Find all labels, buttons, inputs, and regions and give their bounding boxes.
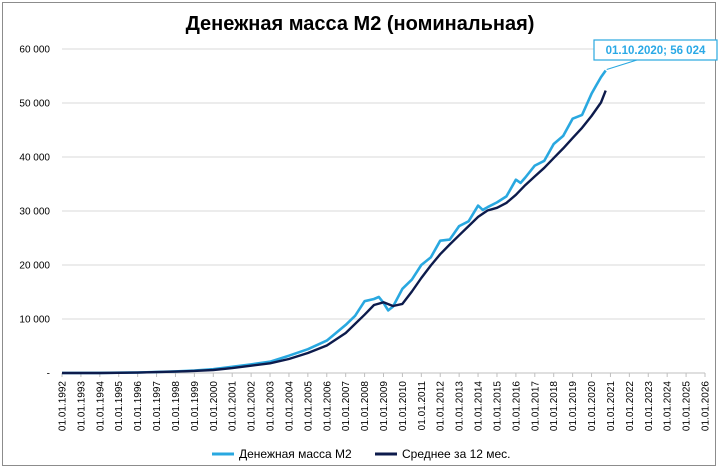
x-tick-label: 01.01.2024 [663, 381, 674, 431]
x-tick-label: 01.01.2011 [417, 381, 428, 431]
chart-title: Денежная масса М2 (номинальная) [186, 13, 535, 35]
x-tick-label: 01.01.2022 [625, 381, 636, 431]
x-tick-label: 01.01.2010 [398, 381, 409, 431]
series-line-1 [61, 69, 607, 375]
x-tick-label: 01.01.2001 [228, 381, 239, 431]
x-tick-label: 01.01.2007 [341, 381, 352, 431]
x-tick-label: 01.01.2004 [284, 381, 295, 431]
legend-label: Среднее за 12 мес. [402, 447, 511, 461]
x-tick-label: 01.01.2017 [530, 381, 541, 431]
x-tick-label: 01.01.2020 [587, 381, 598, 431]
y-tick-label: 20 000 [19, 261, 50, 272]
y-tick-label: 10 000 [19, 315, 50, 326]
x-tick-label: 01.01.1993 [76, 381, 87, 431]
x-tick-label: 01.01.2006 [322, 381, 333, 431]
x-tick-label: 01.01.2003 [266, 381, 277, 431]
x-axis-ticks: 01.01.1992 01.01.1993 01.01.1994 01.01.1995… [58, 372, 712, 431]
x-tick-label: 01.01.2019 [568, 381, 579, 431]
series-lines [61, 69, 607, 375]
y-axis-ticks: - 10 000 20 000 30 000 40 000 50 000 60 000 [19, 45, 50, 380]
callout-label: 01.10.2020; 56 024 [606, 45, 706, 57]
x-tick-label: 01.01.1999 [190, 381, 201, 431]
x-tick-label: 01.01.1997 [152, 381, 163, 431]
y-tick-label: - [47, 369, 50, 380]
x-tick-label: 01.01.2023 [644, 381, 655, 431]
callout-box [593, 39, 718, 61]
x-tick-label: 01.01.2016 [511, 381, 522, 431]
x-tick-label: 01.01.2026 [701, 381, 712, 431]
x-tick-label: 01.01.2013 [455, 381, 466, 431]
x-tick-label: 01.01.1998 [171, 381, 182, 431]
x-tick-label: 01.01.1995 [114, 381, 125, 431]
x-tick-label: 01.01.2009 [379, 381, 390, 431]
series-line-2 [62, 90, 607, 375]
x-tick-label: 01.01.2014 [474, 381, 485, 431]
legend-label: Денежная масса М2 [239, 447, 352, 461]
chart-frame [2, 2, 716, 466]
x-tick-label: 01.01.2012 [436, 381, 447, 431]
x-tick-label: 01.01.1994 [95, 381, 106, 431]
callout-leader [606, 59, 638, 70]
x-tick-label: 01.01.2000 [209, 381, 220, 431]
y-tick-label: 60 000 [19, 45, 50, 56]
x-tick-label: 01.01.2008 [360, 381, 371, 431]
data-callout: 01.10.2020; 56 024 [593, 39, 718, 70]
x-tick-label: 01.01.2015 [492, 381, 503, 431]
x-tick-label: 01.01.1996 [133, 381, 144, 431]
x-tick-label: 01.01.2018 [549, 381, 560, 431]
x-tick-label: 01.01.2005 [303, 381, 314, 431]
legend: Денежная масса М2 Среднее за 12 мес. [212, 447, 511, 461]
x-tick-label: 01.01.2002 [247, 381, 258, 431]
y-tick-label: 40 000 [19, 153, 50, 164]
x-tick-label: 01.01.1992 [58, 381, 69, 431]
y-tick-label: 30 000 [19, 207, 50, 218]
y-tick-label: 50 000 [19, 99, 50, 110]
gridlines [62, 48, 705, 374]
x-tick-label: 01.01.2021 [606, 381, 617, 431]
x-tick-label: 01.01.2025 [682, 381, 693, 431]
